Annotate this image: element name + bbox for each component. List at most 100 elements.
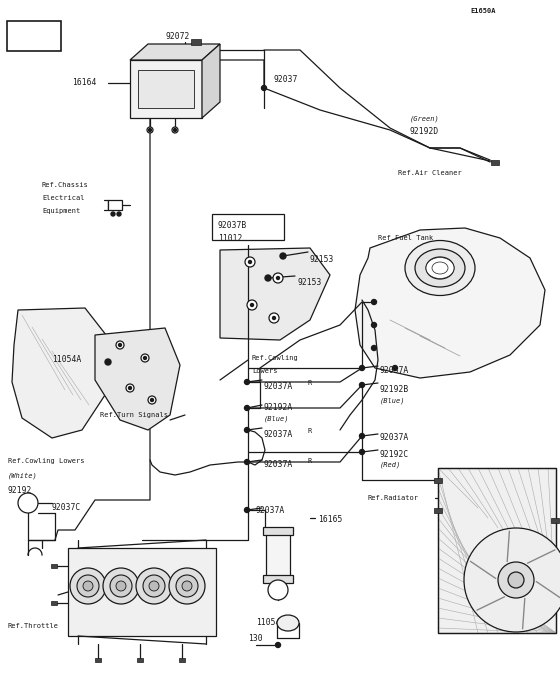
Text: 92037A: 92037A — [264, 460, 293, 469]
Circle shape — [77, 575, 99, 597]
Circle shape — [371, 299, 376, 304]
Bar — [108, 200, 122, 210]
Bar — [263, 527, 293, 535]
Circle shape — [265, 275, 271, 281]
Circle shape — [83, 581, 93, 591]
Polygon shape — [12, 308, 110, 438]
Circle shape — [70, 568, 106, 604]
Circle shape — [250, 304, 254, 306]
Bar — [179, 658, 185, 662]
Circle shape — [174, 128, 176, 132]
Circle shape — [169, 568, 205, 604]
Circle shape — [360, 433, 365, 439]
Text: R: R — [308, 428, 312, 434]
Text: 92192D: 92192D — [410, 127, 439, 136]
Text: Ref.Fuel Tank: Ref.Fuel Tank — [378, 235, 433, 241]
Circle shape — [371, 345, 376, 350]
Bar — [191, 39, 201, 45]
Circle shape — [176, 575, 198, 597]
Text: 92037A: 92037A — [264, 382, 293, 391]
Circle shape — [273, 316, 276, 320]
Circle shape — [116, 341, 124, 349]
Circle shape — [498, 562, 534, 598]
Polygon shape — [220, 248, 330, 340]
Circle shape — [148, 396, 156, 404]
Text: 92037C: 92037C — [52, 503, 81, 512]
Circle shape — [371, 322, 376, 327]
Text: R: R — [308, 458, 312, 464]
Bar — [51, 601, 57, 605]
Circle shape — [280, 253, 286, 259]
Circle shape — [277, 276, 279, 279]
Circle shape — [18, 493, 38, 513]
Circle shape — [393, 366, 398, 370]
Circle shape — [268, 580, 288, 600]
Circle shape — [148, 128, 152, 132]
Circle shape — [508, 572, 524, 588]
Text: 92192: 92192 — [8, 486, 32, 495]
Circle shape — [117, 212, 121, 216]
Bar — [137, 658, 143, 662]
Text: 16165: 16165 — [318, 515, 342, 524]
Circle shape — [119, 343, 122, 347]
FancyArrowPatch shape — [536, 581, 560, 599]
Bar — [130, 60, 202, 118]
Text: Ref.Cowling: Ref.Cowling — [252, 355, 298, 361]
Text: (White): (White) — [8, 472, 38, 479]
FancyArrowPatch shape — [470, 561, 496, 579]
Text: 11012: 11012 — [218, 233, 242, 242]
Text: Ref.Chassis: Ref.Chassis — [42, 182, 88, 188]
Text: Ref.Cowling Lowers: Ref.Cowling Lowers — [8, 458, 85, 464]
Bar — [266, 531, 290, 579]
Bar — [263, 575, 293, 583]
Text: 92037A: 92037A — [256, 506, 285, 515]
Circle shape — [116, 581, 126, 591]
FancyArrowPatch shape — [507, 531, 510, 562]
Text: FRONT: FRONT — [19, 33, 49, 43]
Polygon shape — [202, 44, 220, 118]
Bar — [138, 70, 194, 108]
Text: 11054: 11054 — [256, 618, 281, 627]
Polygon shape — [95, 328, 180, 430]
Circle shape — [151, 398, 153, 402]
Text: 92037A: 92037A — [380, 366, 409, 375]
Text: 92192A: 92192A — [264, 403, 293, 412]
Circle shape — [262, 85, 267, 91]
Circle shape — [149, 581, 159, 591]
Ellipse shape — [432, 262, 448, 274]
Text: Lowers: Lowers — [252, 368, 278, 374]
Polygon shape — [130, 44, 220, 60]
Bar — [51, 564, 57, 568]
Circle shape — [110, 575, 132, 597]
Text: 92153: 92153 — [310, 255, 334, 264]
Text: Ref.Air Cleaner: Ref.Air Cleaner — [398, 170, 462, 176]
Text: 16164: 16164 — [72, 78, 96, 87]
Circle shape — [141, 354, 149, 362]
Text: R: R — [308, 380, 312, 386]
Circle shape — [103, 568, 139, 604]
Circle shape — [245, 460, 250, 464]
Text: Ref.Throttle: Ref.Throttle — [8, 623, 59, 629]
Bar — [491, 160, 499, 164]
Text: A: A — [26, 500, 30, 508]
Polygon shape — [355, 228, 545, 378]
Circle shape — [147, 127, 153, 133]
Circle shape — [182, 581, 192, 591]
Circle shape — [143, 575, 165, 597]
Text: (Green): (Green) — [410, 115, 440, 122]
Circle shape — [269, 313, 279, 323]
Circle shape — [128, 387, 132, 389]
Text: Equipment: Equipment — [42, 208, 80, 214]
Ellipse shape — [405, 241, 475, 295]
Text: Ref.Turn Signals: Ref.Turn Signals — [100, 412, 168, 418]
Bar — [438, 468, 556, 633]
Text: 92072: 92072 — [165, 32, 189, 41]
Text: Electrical: Electrical — [42, 195, 85, 201]
FancyBboxPatch shape — [7, 21, 61, 51]
Circle shape — [105, 359, 111, 365]
Text: 92037A: 92037A — [380, 433, 409, 442]
Text: 92037A: 92037A — [264, 430, 293, 439]
Circle shape — [273, 273, 283, 283]
Bar — [438, 468, 556, 633]
Circle shape — [249, 260, 251, 264]
